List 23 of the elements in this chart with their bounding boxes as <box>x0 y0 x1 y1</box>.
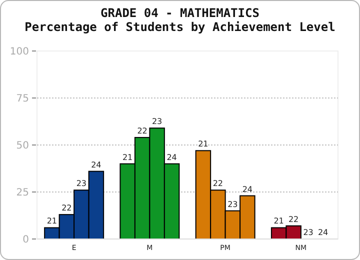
text: 21 <box>274 216 284 226</box>
text: 23 <box>152 117 162 126</box>
y-tick-label: 0 <box>22 234 29 246</box>
y-tick-label: 25 <box>16 188 29 198</box>
text: 21 <box>122 152 133 162</box>
series-label: 22 <box>62 204 72 213</box>
y-tick-label: 50 <box>16 140 29 152</box>
text: 23 <box>228 200 238 209</box>
text: 22 <box>212 179 224 188</box>
text: 21 <box>198 140 208 149</box>
chart-title: GRADE 04 - MATHEMATICS <box>100 6 260 20</box>
series-label: 21 <box>46 216 58 226</box>
text: 22 <box>137 126 148 136</box>
text: 24 <box>318 228 328 237</box>
text: 22 <box>288 214 299 224</box>
chart-subtitle: Percentage of Students by Achievement Level <box>24 20 336 34</box>
text: 23 <box>303 228 314 237</box>
y-tick-label: 75 <box>16 94 29 104</box>
text: 24 <box>166 152 177 162</box>
text: 24 <box>242 184 253 194</box>
y-tick-label: 100 <box>10 46 29 58</box>
series-label: 24 <box>91 160 102 170</box>
series-label: 23 <box>76 179 87 188</box>
